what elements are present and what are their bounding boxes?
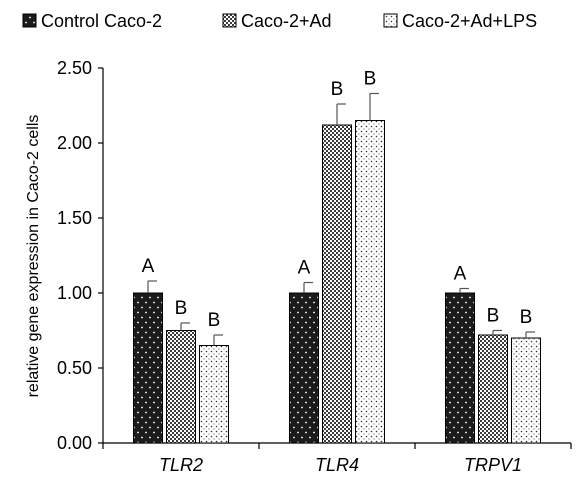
significance-letter: A xyxy=(298,258,311,279)
y-tick-label: 1.00 xyxy=(57,283,92,303)
legend: Control Caco-2 Caco-2+Ad Caco-2+Ad+LPS xyxy=(22,11,537,31)
bar xyxy=(322,124,352,444)
significance-letter: B xyxy=(331,79,344,100)
y-tick-label: 0.50 xyxy=(57,358,92,378)
bar xyxy=(133,292,163,444)
significance-letter: A xyxy=(142,256,155,277)
legend-swatch xyxy=(222,13,237,28)
y-tick-label: 2.50 xyxy=(57,58,92,78)
bar xyxy=(478,334,508,444)
x-tick-label: TLR4 xyxy=(315,455,359,475)
y-axis-label: relative gene expression in Caco-2 cells xyxy=(25,115,42,398)
significance-letter: B xyxy=(208,310,221,331)
significance-letter: A xyxy=(454,264,467,285)
legend-label: Caco-2+Ad+LPS xyxy=(402,11,537,31)
legend-swatch xyxy=(383,13,398,28)
bar xyxy=(511,337,541,444)
significance-letter: B xyxy=(364,69,377,90)
bar xyxy=(289,292,319,444)
y-tick-label: 1.50 xyxy=(57,208,92,228)
significance-letter: B xyxy=(175,298,188,319)
y-tick-label: 2.00 xyxy=(57,133,92,153)
legend-label: Caco-2+Ad xyxy=(241,11,332,31)
bar xyxy=(166,330,196,444)
legend-label: Control Caco-2 xyxy=(41,11,162,31)
bar xyxy=(445,292,475,444)
legend-swatch xyxy=(22,13,37,28)
x-tick-label: TRPV1 xyxy=(464,455,522,475)
significance-letter: B xyxy=(520,307,533,328)
bar xyxy=(199,345,229,444)
y-tick-label: 0.00 xyxy=(57,433,92,453)
bar xyxy=(355,120,385,444)
x-tick-label: TLR2 xyxy=(159,455,203,475)
significance-letter: B xyxy=(487,306,500,327)
